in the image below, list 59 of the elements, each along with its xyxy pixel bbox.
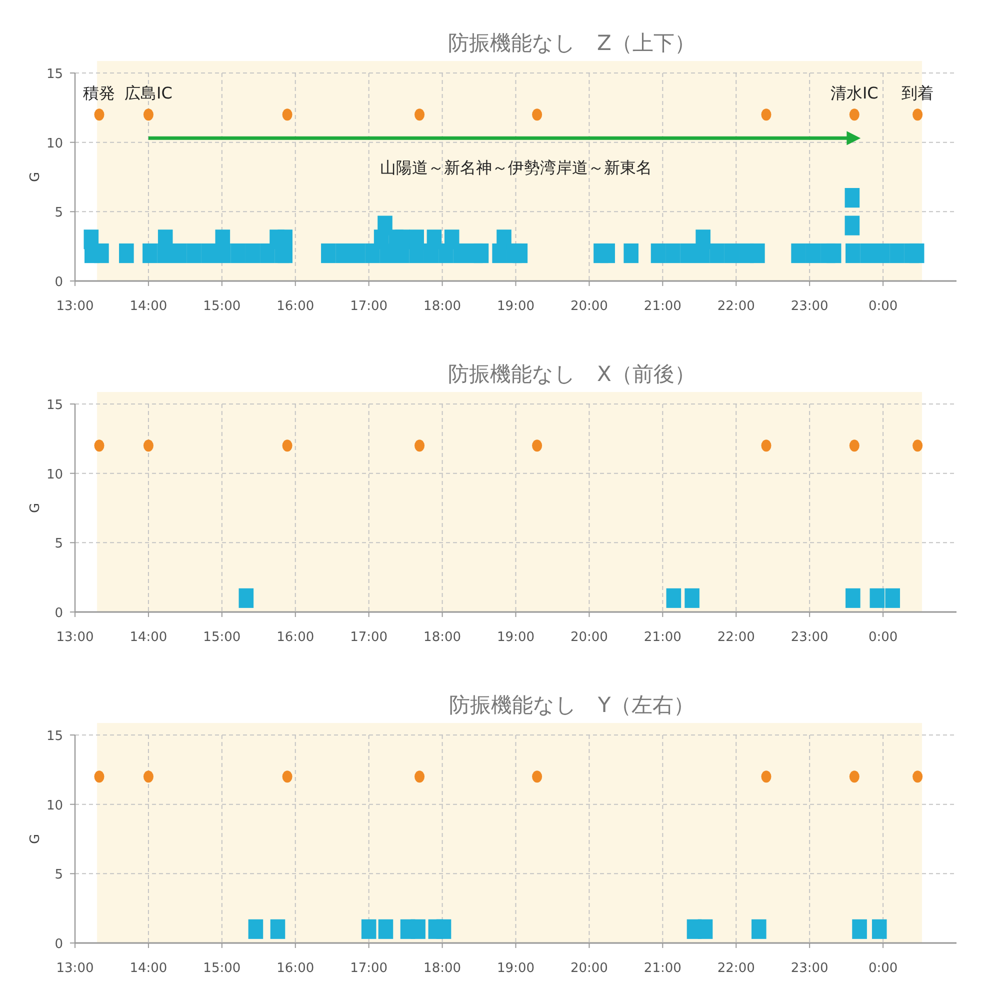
x-tick-label: 0:00	[868, 961, 898, 976]
x-tick-label: 0:00	[868, 630, 898, 645]
y-tick-label: 0	[54, 275, 63, 290]
y-tick-label: 10	[46, 467, 63, 482]
x-tick-label: 13:00	[56, 630, 94, 645]
annotation: 広島IC	[124, 84, 172, 103]
x-tick-label: 22:00	[717, 630, 755, 645]
x-tick-label: 14:00	[130, 630, 168, 645]
x-tick-label: 23:00	[790, 630, 828, 645]
x-tick-label: 18:00	[424, 630, 462, 645]
x-tick-label: 21:00	[644, 961, 682, 976]
x-tick-label: 16:00	[276, 299, 314, 314]
x-tick-label: 22:00	[717, 299, 755, 314]
y-tick-label: 10	[46, 136, 63, 152]
y-axis-title: G	[28, 502, 43, 514]
x-tick-label: 15:00	[203, 630, 241, 645]
x-tick-label: 16:00	[276, 961, 314, 976]
x-tick-label: 17:00	[350, 630, 388, 645]
x-tick-label: 23:00	[790, 961, 828, 976]
annotation: 積発	[83, 84, 116, 103]
chart-title: 防振機能なし Z（上下）	[448, 31, 696, 55]
x-tick-label: 19:00	[497, 299, 534, 314]
annotation: 山陽道～新名神～伊勢湾岸道～新東名	[380, 158, 652, 177]
y-tick-label: 15	[46, 398, 63, 413]
x-tick-label: 19:00	[497, 630, 534, 645]
x-tick-label: 16:00	[276, 630, 314, 645]
x-tick-label: 22:00	[717, 961, 755, 976]
x-tick-label: 20:00	[570, 299, 608, 314]
x-tick-label: 21:00	[644, 630, 682, 645]
x-tick-label: 17:00	[350, 961, 388, 976]
y-tick-label: 5	[54, 536, 63, 552]
y-tick-label: 0	[54, 937, 63, 952]
y-tick-label: 10	[46, 798, 63, 814]
x-tick-label: 18:00	[424, 961, 462, 976]
y-axis-title: G	[28, 172, 43, 182]
x-tick-label: 13:00	[56, 299, 94, 314]
x-tick-label: 15:00	[203, 299, 241, 314]
y-tick-label: 5	[54, 206, 63, 221]
y-axis-title: G	[28, 834, 43, 844]
y-tick-label: 5	[54, 868, 63, 883]
chart-title: 防振機能なし Y（左右）	[448, 693, 695, 717]
x-tick-label: 20:00	[570, 630, 608, 645]
y-tick-label: 0	[54, 606, 63, 621]
annotation: 到着	[902, 84, 934, 103]
x-tick-label: 13:00	[56, 961, 94, 976]
y-tick-label: 15	[46, 729, 63, 744]
annotation: 清水IC	[830, 84, 878, 103]
x-tick-label: 18:00	[424, 299, 462, 314]
chart-title: 防振機能なし X（前後）	[448, 362, 696, 386]
x-tick-label: 19:00	[497, 961, 534, 976]
x-tick-label: 17:00	[350, 299, 388, 314]
y-tick-label: 15	[46, 67, 63, 82]
x-tick-label: 14:00	[130, 961, 168, 976]
x-tick-label: 20:00	[570, 961, 608, 976]
x-tick-label: 15:00	[203, 961, 241, 976]
x-tick-label: 14:00	[130, 299, 168, 314]
x-tick-label: 0:00	[868, 299, 898, 314]
x-tick-label: 23:00	[790, 299, 828, 314]
x-tick-label: 21:00	[644, 299, 682, 314]
